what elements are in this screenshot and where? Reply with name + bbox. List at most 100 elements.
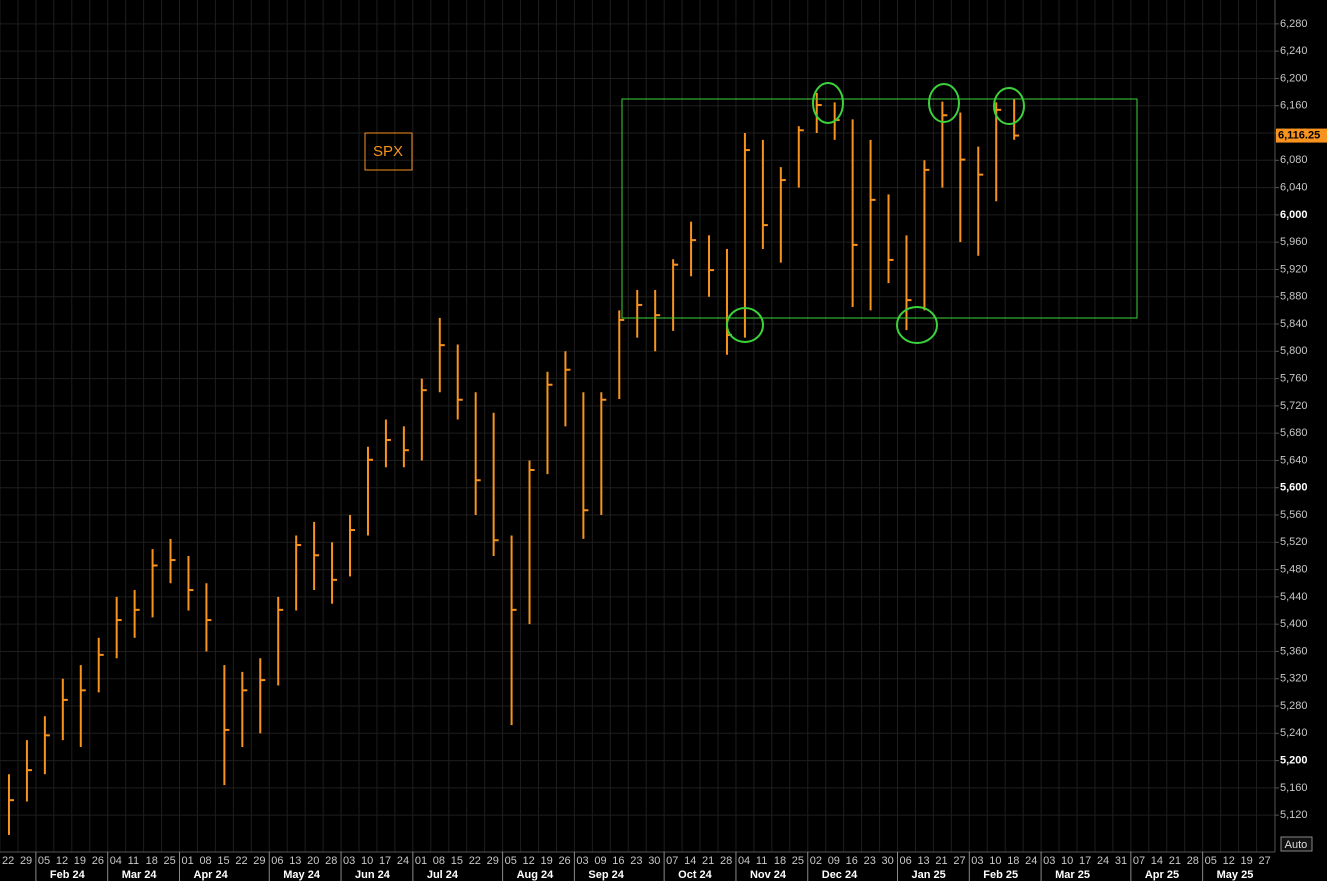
highlight-circle <box>726 307 764 343</box>
x-tick-label: 14 <box>684 855 696 867</box>
month-label: Sep 24 <box>588 869 624 881</box>
x-tick-label: 18 <box>1007 855 1019 867</box>
month-label: May 24 <box>283 869 321 881</box>
y-tick-label: 5,400 <box>1280 618 1308 630</box>
x-tick-label: 11 <box>128 855 139 867</box>
y-tick-label: 6,080 <box>1280 154 1308 166</box>
y-tick-label: 5,520 <box>1280 536 1308 548</box>
y-tick-label: 6,160 <box>1280 100 1308 112</box>
x-tick-label: 10 <box>989 855 1001 867</box>
month-label: Apr 24 <box>194 869 229 881</box>
x-tick-label: 28 <box>1187 855 1199 867</box>
x-tick-label: 12 <box>56 855 68 867</box>
x-tick-label: 19 <box>541 855 553 867</box>
x-tick-label: 23 <box>864 855 876 867</box>
x-tick-label: 21 <box>935 855 947 867</box>
month-label: Dec 24 <box>822 869 858 881</box>
highlight-circle <box>896 306 938 344</box>
x-tick-label: 08 <box>199 855 211 867</box>
y-tick-label: 5,560 <box>1280 509 1308 521</box>
y-tick-label: 5,880 <box>1280 291 1308 303</box>
auto-button[interactable] <box>1280 836 1313 852</box>
x-tick-label: 03 <box>576 855 588 867</box>
auto-button-label[interactable]: Auto <box>1285 839 1308 851</box>
x-tick-label: 19 <box>1241 855 1253 867</box>
y-tick-label: 5,440 <box>1280 591 1308 603</box>
x-tick-label: 01 <box>182 855 194 867</box>
x-tick-label: 07 <box>1133 855 1145 867</box>
x-tick-label: 10 <box>361 855 373 867</box>
x-tick-label: 03 <box>343 855 355 867</box>
x-tick-label: 14 <box>1151 855 1163 867</box>
grid <box>0 0 1275 852</box>
x-tick-label: 15 <box>217 855 229 867</box>
month-label: Jul 24 <box>427 869 459 881</box>
y-tick-label: 6,040 <box>1280 181 1308 193</box>
x-tick-label: 25 <box>792 855 804 867</box>
month-label: Oct 24 <box>678 869 713 881</box>
x-tick-label: 18 <box>774 855 786 867</box>
x-tick-label: 18 <box>146 855 158 867</box>
price-bars <box>7 92 1020 835</box>
y-tick-label: 5,640 <box>1280 454 1308 466</box>
x-tick-label: 24 <box>397 855 409 867</box>
x-tick-label: 08 <box>433 855 445 867</box>
x-tick-label: 22 <box>235 855 247 867</box>
month-label: Nov 24 <box>750 869 787 881</box>
x-tick-label: 20 <box>307 855 319 867</box>
x-tick-label: 04 <box>738 855 750 867</box>
x-tick-label: 29 <box>487 855 499 867</box>
highlight-circle <box>993 87 1025 125</box>
x-tick-label: 01 <box>415 855 427 867</box>
x-tick-label: 11 <box>756 855 767 867</box>
month-label: Mar 25 <box>1055 869 1090 881</box>
highlight-circle <box>812 82 844 124</box>
y-tick-label: 6,280 <box>1280 18 1308 30</box>
x-tick-label: 29 <box>20 855 32 867</box>
y-tick-label: 5,600 <box>1280 482 1308 494</box>
x-tick-label: 05 <box>1205 855 1217 867</box>
symbol-label: SPX <box>373 143 403 160</box>
y-tick-label: 5,680 <box>1280 427 1308 439</box>
x-tick-label: 09 <box>828 855 840 867</box>
y-tick-label: 5,280 <box>1280 700 1308 712</box>
x-tick-label: 24 <box>1025 855 1037 867</box>
x-tick-label: 28 <box>325 855 337 867</box>
x-tick-label: 02 <box>810 855 822 867</box>
month-label: Feb 24 <box>50 869 86 881</box>
y-tick-label: 5,800 <box>1280 345 1308 357</box>
y-tick-label: 5,160 <box>1280 782 1308 794</box>
x-tick-label: 27 <box>953 855 965 867</box>
range-box <box>621 98 1138 319</box>
x-tick-label: 06 <box>271 855 283 867</box>
x-tick-label: 28 <box>720 855 732 867</box>
y-tick-label: 5,360 <box>1280 645 1308 657</box>
x-tick-label: 26 <box>92 855 104 867</box>
month-label: Jun 24 <box>355 869 391 881</box>
x-tick-label: 21 <box>1169 855 1181 867</box>
x-tick-label: 22 <box>2 855 14 867</box>
x-tick-label: 31 <box>1115 855 1127 867</box>
y-tick-label: 5,480 <box>1280 563 1308 575</box>
x-tick-label: 16 <box>846 855 858 867</box>
y-tick-label: 5,120 <box>1280 809 1308 821</box>
x-tick-label: 30 <box>648 855 660 867</box>
y-tick-label: 5,200 <box>1280 754 1308 766</box>
x-tick-label: 15 <box>451 855 463 867</box>
y-tick-label: 5,760 <box>1280 372 1308 384</box>
x-tick-label: 16 <box>612 855 624 867</box>
symbol-box <box>364 132 413 171</box>
month-label: Apr 25 <box>1145 869 1179 881</box>
y-tick-label: 5,920 <box>1280 263 1308 275</box>
y-tick-label: 5,960 <box>1280 236 1308 248</box>
x-tick-label: 21 <box>702 855 714 867</box>
x-tick-label: 29 <box>253 855 265 867</box>
x-tick-label: 17 <box>379 855 391 867</box>
month-label: Feb 25 <box>983 869 1018 881</box>
x-tick-label: 26 <box>558 855 570 867</box>
x-tick-label: 23 <box>630 855 642 867</box>
y-tick-label: 5,320 <box>1280 673 1308 685</box>
